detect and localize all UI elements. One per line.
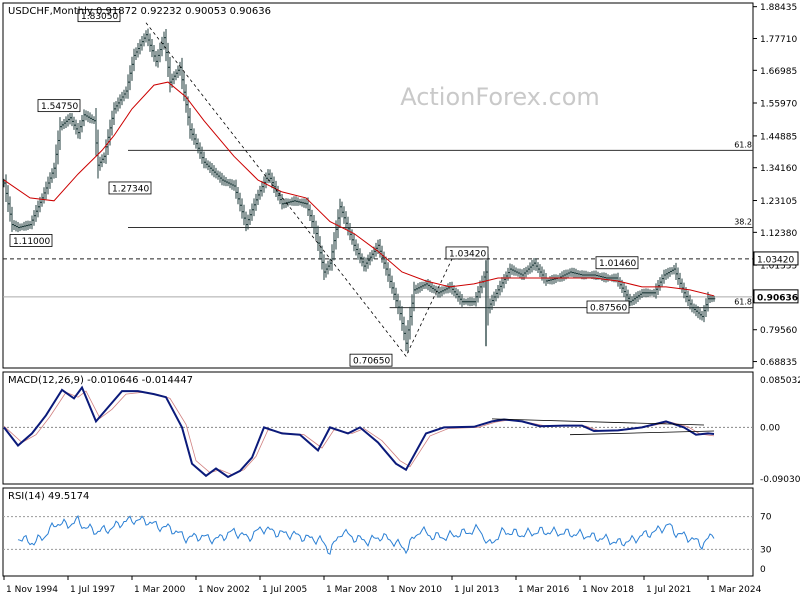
price-y-tick-label: 1.66985: [760, 67, 797, 77]
price-annotation-box: [37, 99, 81, 113]
current-price-box: [753, 289, 799, 304]
x-tick-label: 1 Mar 2008: [326, 585, 378, 595]
x-tick-label: 1 Mar 2024: [710, 585, 762, 595]
macd-trendline: [569, 430, 715, 436]
price-annotation-label: 1.01460: [599, 259, 636, 269]
macd-y-tick-label: 0.00: [760, 423, 780, 433]
macd-y-tick-label: -0.090302: [760, 475, 800, 485]
x-tick-label: 1 Jul 2013: [454, 585, 499, 595]
x-tick-label: 1 Nov 1994: [6, 585, 58, 595]
rsi-y-tick-label: 0: [760, 565, 766, 575]
current-price-label: 0.90636: [757, 293, 798, 303]
rsi-panel-frame: [2, 487, 754, 577]
price-annotation-box: [9, 234, 53, 247]
price-panel-frame: [2, 2, 754, 369]
price-labels: 1.88435 1.77710 1.66985 1.55970 1.44885 1.341…: [9, 3, 799, 368]
price-lines: [3, 22, 715, 357]
x-tick-label: 1 Nov 2010: [390, 585, 442, 595]
x-tick-label: 1 Jul 1997: [70, 585, 115, 595]
x-axis: 1 Nov 1994 1 Jul 1997 1 Mar 2000 1 Nov 2002…: [3, 576, 762, 595]
x-tick-label: 1 Mar 2016: [518, 585, 570, 595]
macd-title: MACD(12,26,9) -0.010646 -0.014447: [8, 375, 193, 386]
watermark: ActionForex.com: [400, 83, 600, 111]
moving-average-line: [3, 81, 715, 297]
x-tick-label: 1 Nov 2002: [198, 585, 250, 595]
resistance-price-box: [753, 251, 799, 266]
price-y-tick-label: 1.77710: [760, 35, 797, 45]
price-y-tick-label: 1.12380: [760, 229, 797, 239]
rsi-y-tick-label: 30: [760, 545, 772, 555]
price-y-tick-label: 0.68835: [760, 358, 797, 368]
price-annotation-label: 1.11000: [13, 237, 50, 247]
price-annotation-label: 1.27340: [112, 184, 149, 194]
price-annotation-label: 1.83050: [81, 12, 118, 22]
price-y-tick-label: 1.34160: [760, 164, 797, 174]
macd-trendline: [491, 418, 705, 426]
price-annotation-box: [349, 353, 393, 367]
rsi-plot: 70 30 0: [3, 513, 772, 575]
fib-level-label: 61.8: [734, 298, 752, 307]
x-tick-label: 1 Jul 2005: [262, 585, 307, 595]
price-y-tick-label: 1.44885: [760, 132, 797, 142]
x-tick-label: 1 Nov 2018: [582, 585, 634, 595]
price-annotation-box: [595, 256, 639, 270]
rsi-line: [17, 514, 715, 555]
price-annotation-label: 1.03420: [449, 249, 486, 259]
dashed-trend-line: [145, 22, 453, 357]
price-annotation-box: [586, 300, 630, 314]
symbol-header: USDCHF,Monthly 0.91872 0.92232 0.90053 0…: [8, 6, 271, 17]
x-tick-label: 1 Jul 2021: [646, 585, 691, 595]
price-y-tick-label: 0.79560: [760, 326, 797, 336]
rsi-title: RSI(14) 49.5174: [8, 491, 89, 502]
price-y-tick-label: 1.01335: [760, 262, 797, 272]
fib-level-label: 61.8: [734, 140, 752, 149]
price-y-tick-label: 1.55970: [760, 100, 797, 110]
price-annotation-box: [445, 246, 489, 260]
x-tick-label: 1 Mar 2000: [134, 585, 186, 595]
rsi-y-tick-label: 70: [760, 513, 772, 523]
macd-plot: 0.085032 0.00 -0.090302: [3, 376, 800, 485]
price-annotation-label: 1.54750: [41, 102, 78, 112]
price-annotation-box: [108, 181, 152, 195]
macd-line: [3, 385, 715, 479]
price-annotation-label: 0.87560: [590, 303, 627, 313]
fib-level-label: 38.2: [734, 218, 752, 227]
price-y-tick-label: 1.23105: [760, 197, 797, 207]
price-annotation-box: [77, 9, 121, 23]
macd-panel-frame: [2, 371, 754, 485]
macd-y-tick-label: 0.085032: [760, 376, 800, 386]
price-annotation-label: 0.70650: [353, 357, 390, 367]
resistance-price-label: 1.03420: [757, 255, 794, 265]
price-y-tick-label: 1.88435: [760, 3, 797, 13]
